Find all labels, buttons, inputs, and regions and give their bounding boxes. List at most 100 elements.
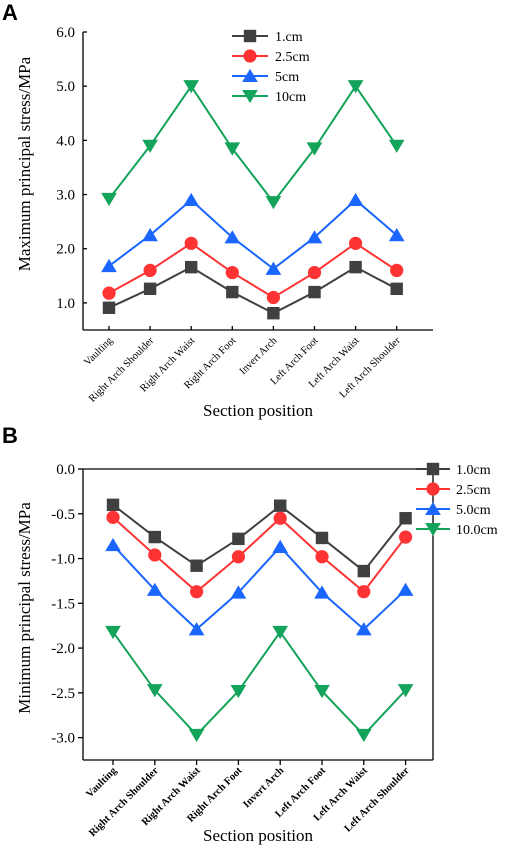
panel-a-xtick-label-invert-arch: Invert Arch bbox=[238, 335, 280, 377]
panel-b-data-point bbox=[315, 531, 329, 545]
panel-b-ytick-label: -3.0 bbox=[51, 731, 75, 747]
panel-a-series-line bbox=[108, 266, 398, 315]
panel-a-data-point bbox=[224, 230, 241, 244]
panel-b-xtick-label-right-arch-shoulder: Right Arch Shoulder bbox=[87, 765, 161, 839]
panel-a-data-point bbox=[102, 286, 116, 300]
panel-b-data-point bbox=[106, 498, 120, 512]
panel-a-series-line bbox=[108, 242, 398, 299]
panel-b-data-point bbox=[230, 684, 247, 699]
panel-b-data-point bbox=[188, 728, 205, 743]
panel-b-data-point bbox=[397, 684, 414, 698]
panel-a-legend-marker bbox=[243, 29, 257, 43]
panel-a-data-point bbox=[347, 192, 364, 207]
panel-a-series-1-cm bbox=[102, 260, 403, 320]
panel-a-data-point bbox=[183, 192, 200, 207]
panel-b-legend-label: 10.0cm bbox=[456, 523, 498, 538]
panel-b-data-point bbox=[357, 585, 371, 599]
panel-b-legend-item: 1.0cm bbox=[416, 462, 491, 478]
panel-b-data-point bbox=[357, 564, 370, 578]
panel-b-letter: B bbox=[2, 423, 18, 448]
panel-a-legend-item: 1.cm bbox=[232, 29, 303, 45]
panel-a-ytick-label: 2.0 bbox=[56, 242, 75, 258]
panel-b-data-point bbox=[106, 510, 120, 524]
panel-a-data-point bbox=[308, 285, 321, 299]
panel-a-data-point bbox=[388, 139, 405, 153]
panel-a-data-point bbox=[307, 265, 322, 280]
panel-b-legend-marker bbox=[426, 482, 440, 496]
panel-a-data-point bbox=[390, 263, 404, 277]
panel-a-series-5cm bbox=[101, 192, 405, 275]
panel-a-letter: A bbox=[2, 0, 18, 25]
panel-b-data-point bbox=[397, 582, 414, 596]
panel-b-data-point bbox=[274, 499, 287, 512]
panel-b-data-point bbox=[314, 585, 330, 599]
panel-b-series-line bbox=[112, 544, 407, 631]
panel-b-series-line bbox=[112, 516, 407, 594]
panel-b-xtick-label-vaulting: Vaulting bbox=[84, 765, 119, 800]
panel-a-data-point bbox=[266, 290, 280, 305]
panel-b-data-point bbox=[148, 548, 162, 562]
panel-b-ytick-label: 0.0 bbox=[56, 462, 75, 478]
panel-b-data-point bbox=[105, 537, 121, 552]
panel-a-data-point bbox=[143, 282, 157, 296]
panel-b-legend-item: 2.5cm bbox=[416, 482, 491, 498]
panel-b-legend-label: 5.0cm bbox=[456, 503, 491, 518]
panel-a-legend: 1.cm 2.5cm 5cm 10cm bbox=[232, 29, 310, 105]
panel-b-data-point bbox=[355, 728, 372, 743]
panel-b-data-point bbox=[188, 622, 205, 636]
panel-a-data-point bbox=[142, 228, 158, 242]
panel-a-data-point bbox=[349, 236, 363, 250]
panel-a-xlabel: Section position bbox=[203, 401, 314, 420]
panel-b-series-2-5cm bbox=[106, 510, 413, 599]
panel-a-data-point bbox=[101, 258, 117, 273]
panel-a-data-point bbox=[347, 80, 364, 94]
panel-b-data-point bbox=[190, 559, 203, 572]
panel-a-series-10cm bbox=[101, 80, 405, 210]
panel-b-data-point bbox=[314, 684, 330, 699]
panel-b-ytick-label: -0.5 bbox=[51, 507, 75, 523]
panel-a-ytick-label: 1.0 bbox=[56, 296, 75, 312]
panel-b-series-line bbox=[112, 630, 407, 737]
panel-a-data-point bbox=[267, 307, 280, 320]
panel-b-legend-marker bbox=[425, 522, 441, 537]
panel-a-legend-marker bbox=[242, 89, 258, 104]
panel-a-data-point bbox=[225, 265, 239, 280]
panel-b-series-10-0cm bbox=[105, 625, 414, 743]
panel-b-ytick-label: -1.0 bbox=[51, 552, 75, 568]
panel-a-data-point bbox=[184, 236, 198, 250]
panel-b-legend-marker bbox=[425, 501, 441, 516]
panel-a-legend-label: 1.cm bbox=[275, 30, 303, 45]
panel-a-data-point bbox=[306, 230, 323, 244]
panel-b-data-point bbox=[272, 625, 289, 640]
panel-b-legend-label: 1.0cm bbox=[456, 463, 491, 478]
panel-b-data-point bbox=[146, 684, 163, 698]
panel-a-series-line bbox=[108, 84, 398, 204]
panel-a-ytick-label: 3.0 bbox=[56, 188, 75, 204]
panel-b-data-point bbox=[230, 585, 247, 599]
panel-b-data-point bbox=[315, 550, 329, 564]
panel-a-data-point bbox=[185, 260, 198, 274]
panel-a-data-point bbox=[224, 142, 241, 156]
panel-a-series-2-5cm bbox=[102, 236, 404, 305]
panel-b-data-point bbox=[272, 539, 289, 553]
panel-a-data-point bbox=[102, 301, 116, 314]
panel-a: A Maximum principal stress/MPa Section p… bbox=[2, 0, 433, 420]
panel-a-xtick-label-vaulting: Vaulting bbox=[82, 335, 115, 368]
panel-b-data-point bbox=[146, 582, 163, 596]
panel-a-data-point bbox=[142, 139, 158, 153]
panel-a-ylabel: Maximum principal stress/MPa bbox=[15, 56, 34, 271]
panel-b-data-point bbox=[232, 532, 245, 546]
panel-b-legend-item: 10.0cm bbox=[416, 522, 498, 538]
panel-b: B Minimum principal stress/MPa Section p… bbox=[2, 423, 498, 845]
panel-a-legend-item: 2.5cm bbox=[232, 49, 310, 65]
panel-b-series-line bbox=[112, 504, 407, 573]
panel-a-legend-item: 10cm bbox=[232, 89, 306, 105]
panel-b-data-point bbox=[399, 512, 412, 525]
panel-b-ytick-label: -1.5 bbox=[51, 596, 75, 612]
panel-a-legend-item: 5cm bbox=[232, 68, 299, 85]
panel-a-data-point bbox=[101, 192, 117, 207]
panel-a-legend-marker bbox=[243, 49, 257, 63]
panel-b-ytick-label: -2.5 bbox=[51, 686, 75, 702]
